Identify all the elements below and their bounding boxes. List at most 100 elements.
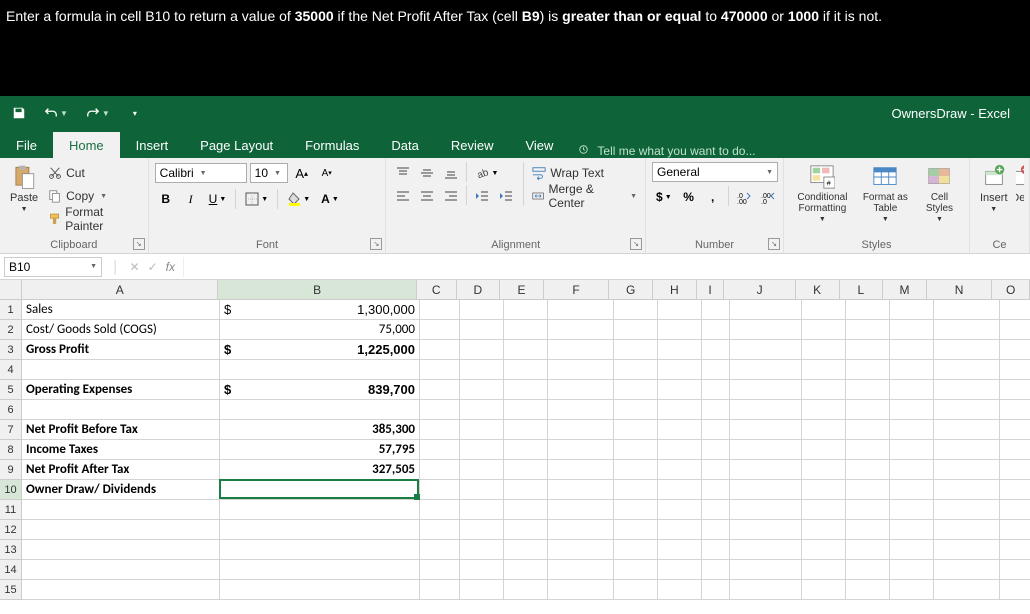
- cell-L10[interactable]: [846, 480, 890, 500]
- cell-D12[interactable]: [460, 520, 504, 540]
- cell-B10[interactable]: [220, 480, 420, 500]
- cell-G1[interactable]: [614, 300, 658, 320]
- row-header-13[interactable]: 13: [0, 540, 22, 560]
- cell-M2[interactable]: [890, 320, 934, 340]
- cell-K6[interactable]: [802, 400, 846, 420]
- cell-D10[interactable]: [460, 480, 504, 500]
- cell-O9[interactable]: [1000, 460, 1030, 480]
- cell-O11[interactable]: [1000, 500, 1030, 520]
- cell-G6[interactable]: [614, 400, 658, 420]
- cell-K1[interactable]: [802, 300, 846, 320]
- cell-D7[interactable]: [460, 420, 504, 440]
- cell-I11[interactable]: [702, 500, 730, 520]
- cell-A2[interactable]: Cost/ Goods Sold (COGS): [22, 320, 220, 340]
- cell-F14[interactable]: [548, 560, 614, 580]
- cell-B6[interactable]: [220, 400, 420, 420]
- cell-A7[interactable]: Net Profit Before Tax: [22, 420, 220, 440]
- cell-C10[interactable]: [420, 480, 460, 500]
- cut-button[interactable]: Cut: [46, 162, 142, 184]
- number-dialog-launcher[interactable]: ↘: [768, 238, 780, 250]
- col-header-J[interactable]: J: [724, 280, 795, 300]
- cell-G13[interactable]: [614, 540, 658, 560]
- cell-C4[interactable]: [420, 360, 460, 380]
- cell-K12[interactable]: [802, 520, 846, 540]
- cell-N3[interactable]: [934, 340, 1000, 360]
- cell-I1[interactable]: [702, 300, 730, 320]
- cell-N10[interactable]: [934, 480, 1000, 500]
- cell-H2[interactable]: [658, 320, 702, 340]
- tab-file[interactable]: File: [0, 132, 53, 158]
- cell-E15[interactable]: [504, 580, 548, 600]
- cell-D14[interactable]: [460, 560, 504, 580]
- col-header-G[interactable]: G: [609, 280, 653, 300]
- cell-H4[interactable]: [658, 360, 702, 380]
- cell-B8[interactable]: 57,795: [220, 440, 420, 460]
- tab-page-layout[interactable]: Page Layout: [184, 132, 289, 158]
- cell-G4[interactable]: [614, 360, 658, 380]
- cell-E1[interactable]: [504, 300, 548, 320]
- cell-M8[interactable]: [890, 440, 934, 460]
- cell-J7[interactable]: [730, 420, 802, 440]
- cell-O4[interactable]: [1000, 360, 1030, 380]
- cell-D13[interactable]: [460, 540, 504, 560]
- clipboard-dialog-launcher[interactable]: ↘: [133, 238, 145, 250]
- col-header-O[interactable]: O: [992, 280, 1030, 300]
- col-header-F[interactable]: F: [544, 280, 609, 300]
- number-format-combo[interactable]: General▼: [652, 162, 778, 182]
- save-icon[interactable]: [8, 102, 30, 124]
- cell-A5[interactable]: Operating Expenses: [22, 380, 220, 400]
- cell-C6[interactable]: [420, 400, 460, 420]
- copy-button[interactable]: Copy▼: [46, 185, 142, 207]
- cell-M1[interactable]: [890, 300, 934, 320]
- cell-O2[interactable]: [1000, 320, 1030, 340]
- cell-K10[interactable]: [802, 480, 846, 500]
- format-as-table-button[interactable]: Format as Table▼: [859, 162, 912, 225]
- merge-center-button[interactable]: Merge & Center▼: [530, 185, 639, 207]
- cell-C13[interactable]: [420, 540, 460, 560]
- cell-B3[interactable]: $1,225,000: [220, 340, 420, 360]
- row-header-10[interactable]: 10: [0, 480, 22, 500]
- cell-I5[interactable]: [702, 380, 730, 400]
- delete-cells-button[interactable]: Del: [1016, 162, 1024, 206]
- cell-B5[interactable]: $839,700: [220, 380, 420, 400]
- cell-C1[interactable]: [420, 300, 460, 320]
- cell-H12[interactable]: [658, 520, 702, 540]
- cell-F7[interactable]: [548, 420, 614, 440]
- row-header-1[interactable]: 1: [0, 300, 22, 320]
- cell-L4[interactable]: [846, 360, 890, 380]
- cell-A10[interactable]: Owner Draw/ Dividends: [22, 480, 220, 500]
- cell-F10[interactable]: [548, 480, 614, 500]
- cell-C9[interactable]: [420, 460, 460, 480]
- cell-K2[interactable]: [802, 320, 846, 340]
- row-header-5[interactable]: 5: [0, 380, 22, 400]
- accounting-format-button[interactable]: $▼: [652, 186, 676, 208]
- cell-J14[interactable]: [730, 560, 802, 580]
- align-middle-icon[interactable]: [416, 162, 438, 184]
- cell-G3[interactable]: [614, 340, 658, 360]
- cell-H5[interactable]: [658, 380, 702, 400]
- cell-H1[interactable]: [658, 300, 702, 320]
- cell-O15[interactable]: [1000, 580, 1030, 600]
- paste-button[interactable]: Paste ▼: [6, 162, 42, 215]
- cell-F9[interactable]: [548, 460, 614, 480]
- cell-K3[interactable]: [802, 340, 846, 360]
- cell-K9[interactable]: [802, 460, 846, 480]
- cell-A8[interactable]: Income Taxes: [22, 440, 220, 460]
- font-dialog-launcher[interactable]: ↘: [370, 238, 382, 250]
- underline-button[interactable]: U▼: [205, 188, 231, 210]
- fill-color-button[interactable]: ▼: [283, 188, 314, 210]
- cell-M11[interactable]: [890, 500, 934, 520]
- row-header-3[interactable]: 3: [0, 340, 22, 360]
- cell-H14[interactable]: [658, 560, 702, 580]
- align-top-icon[interactable]: [392, 162, 414, 184]
- cell-O10[interactable]: [1000, 480, 1030, 500]
- cell-G12[interactable]: [614, 520, 658, 540]
- cell-M4[interactable]: [890, 360, 934, 380]
- cell-H6[interactable]: [658, 400, 702, 420]
- cell-I7[interactable]: [702, 420, 730, 440]
- row-header-9[interactable]: 9: [0, 460, 22, 480]
- cell-E13[interactable]: [504, 540, 548, 560]
- cell-A6[interactable]: [22, 400, 220, 420]
- cell-M15[interactable]: [890, 580, 934, 600]
- cell-A12[interactable]: [22, 520, 220, 540]
